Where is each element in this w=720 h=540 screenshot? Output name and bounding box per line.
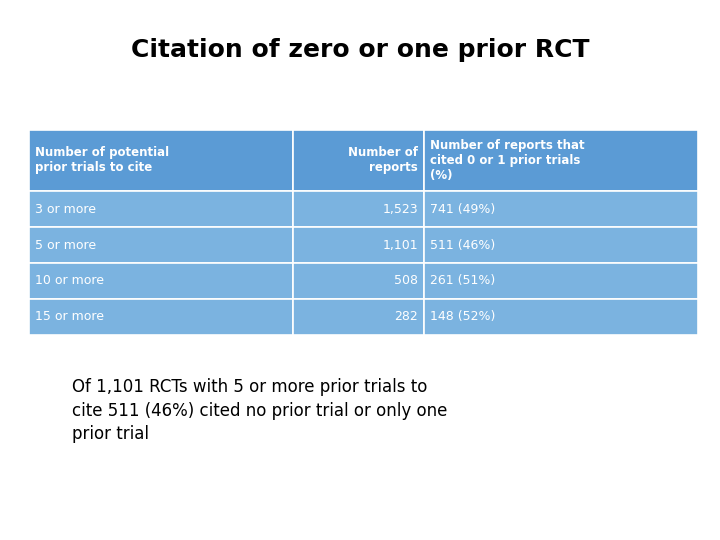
Text: 5 or more: 5 or more xyxy=(35,239,96,252)
Text: 1,523: 1,523 xyxy=(382,202,418,215)
Bar xyxy=(293,130,424,191)
Text: 15 or more: 15 or more xyxy=(35,310,104,323)
Bar xyxy=(424,299,698,335)
Text: Number of potential
prior trials to cite: Number of potential prior trials to cite xyxy=(35,146,168,174)
Text: 508: 508 xyxy=(394,274,418,287)
Text: 282: 282 xyxy=(395,310,418,323)
Bar xyxy=(29,130,293,191)
Bar xyxy=(293,263,424,299)
Bar xyxy=(424,263,698,299)
Text: 10 or more: 10 or more xyxy=(35,274,104,287)
Bar xyxy=(424,227,698,263)
Text: 741 (49%): 741 (49%) xyxy=(430,202,495,215)
Text: 261 (51%): 261 (51%) xyxy=(430,274,495,287)
Text: 1,101: 1,101 xyxy=(382,239,418,252)
Text: 148 (52%): 148 (52%) xyxy=(430,310,495,323)
Bar xyxy=(29,263,293,299)
Text: Number of
reports: Number of reports xyxy=(348,146,418,174)
Bar xyxy=(29,227,293,263)
Text: Citation of zero or one prior RCT: Citation of zero or one prior RCT xyxy=(131,38,589,62)
Bar xyxy=(293,299,424,335)
Text: Of 1,101 RCTs with 5 or more prior trials to
cite 511 (46%) cited no prior trial: Of 1,101 RCTs with 5 or more prior trial… xyxy=(72,378,447,443)
Text: 3 or more: 3 or more xyxy=(35,202,96,215)
Bar xyxy=(293,191,424,227)
Bar xyxy=(424,191,698,227)
Text: 511 (46%): 511 (46%) xyxy=(430,239,495,252)
Bar xyxy=(424,130,698,191)
Bar xyxy=(293,227,424,263)
Bar xyxy=(29,191,293,227)
Bar xyxy=(29,299,293,335)
Text: Number of reports that
cited 0 or 1 prior trials
(%): Number of reports that cited 0 or 1 prio… xyxy=(430,139,584,182)
